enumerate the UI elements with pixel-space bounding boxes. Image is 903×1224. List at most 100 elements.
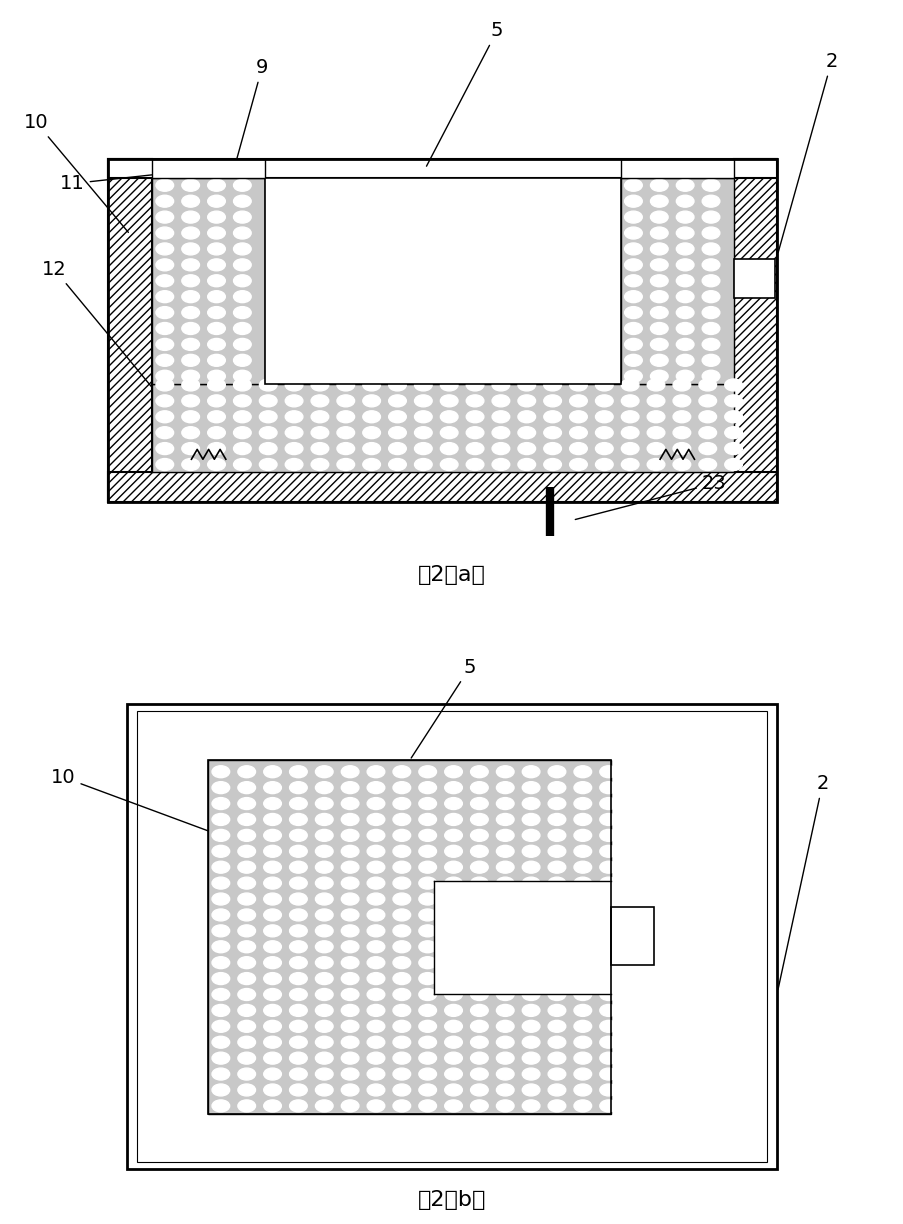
Circle shape xyxy=(315,957,332,968)
Circle shape xyxy=(624,180,641,191)
Circle shape xyxy=(237,814,256,825)
Circle shape xyxy=(182,259,200,271)
Circle shape xyxy=(233,259,251,271)
Circle shape xyxy=(393,973,410,984)
Circle shape xyxy=(491,379,509,390)
Circle shape xyxy=(264,862,281,873)
Bar xyxy=(208,760,610,1114)
Bar xyxy=(152,384,733,472)
Circle shape xyxy=(233,443,251,454)
Text: 5: 5 xyxy=(411,657,476,758)
Circle shape xyxy=(233,427,251,438)
Circle shape xyxy=(418,814,436,825)
Circle shape xyxy=(522,1005,539,1016)
Circle shape xyxy=(393,1037,410,1048)
Circle shape xyxy=(675,355,694,366)
Circle shape xyxy=(418,1021,436,1032)
Circle shape xyxy=(367,1053,385,1064)
Circle shape xyxy=(573,1037,591,1048)
Circle shape xyxy=(698,443,716,454)
Circle shape xyxy=(237,846,256,857)
Circle shape xyxy=(208,371,225,382)
Circle shape xyxy=(367,957,385,968)
Circle shape xyxy=(600,909,617,920)
Circle shape xyxy=(264,798,281,809)
Circle shape xyxy=(315,830,332,841)
Circle shape xyxy=(522,862,539,873)
Circle shape xyxy=(393,878,410,889)
Circle shape xyxy=(264,957,281,968)
Circle shape xyxy=(315,766,332,777)
Circle shape xyxy=(289,1005,307,1016)
Circle shape xyxy=(233,196,251,207)
Circle shape xyxy=(624,228,641,239)
Circle shape xyxy=(650,307,667,318)
Circle shape xyxy=(491,443,509,454)
Circle shape xyxy=(650,244,667,255)
Circle shape xyxy=(393,894,410,905)
Circle shape xyxy=(367,1069,385,1080)
Circle shape xyxy=(522,973,539,984)
Circle shape xyxy=(600,941,617,952)
Circle shape xyxy=(156,427,173,438)
Circle shape xyxy=(393,1084,410,1095)
Circle shape xyxy=(337,443,354,454)
Circle shape xyxy=(233,379,251,390)
Circle shape xyxy=(212,766,229,777)
Circle shape xyxy=(569,427,587,438)
Circle shape xyxy=(491,427,509,438)
Circle shape xyxy=(544,443,561,454)
Circle shape xyxy=(315,1069,332,1080)
Circle shape xyxy=(517,459,535,470)
Circle shape xyxy=(156,371,173,382)
Circle shape xyxy=(418,1053,436,1064)
Circle shape xyxy=(388,379,405,390)
Circle shape xyxy=(418,909,436,920)
Circle shape xyxy=(444,862,461,873)
Bar xyxy=(610,907,653,966)
Circle shape xyxy=(466,379,483,390)
Circle shape xyxy=(547,814,565,825)
Circle shape xyxy=(156,275,173,286)
Circle shape xyxy=(237,830,256,841)
Circle shape xyxy=(289,909,307,920)
Circle shape xyxy=(337,459,354,470)
Circle shape xyxy=(233,395,251,406)
Circle shape xyxy=(647,427,664,438)
Circle shape xyxy=(264,925,281,936)
Circle shape xyxy=(702,212,719,223)
Circle shape xyxy=(444,1084,461,1095)
Circle shape xyxy=(595,411,612,422)
Circle shape xyxy=(212,1069,229,1080)
Circle shape xyxy=(675,323,694,334)
Circle shape xyxy=(233,291,251,302)
Circle shape xyxy=(233,180,251,191)
Circle shape xyxy=(600,1005,617,1016)
Circle shape xyxy=(522,1069,539,1080)
Circle shape xyxy=(675,228,694,239)
Circle shape xyxy=(595,459,612,470)
Circle shape xyxy=(675,259,694,271)
Circle shape xyxy=(208,379,225,390)
Circle shape xyxy=(496,925,514,936)
Circle shape xyxy=(470,862,488,873)
Circle shape xyxy=(573,798,591,809)
Circle shape xyxy=(544,411,561,422)
Circle shape xyxy=(647,459,664,470)
Bar xyxy=(152,179,733,472)
Circle shape xyxy=(341,878,358,889)
Circle shape xyxy=(470,909,488,920)
Circle shape xyxy=(341,766,358,777)
Circle shape xyxy=(233,459,251,470)
Circle shape xyxy=(393,1053,410,1064)
Circle shape xyxy=(470,878,488,889)
Circle shape xyxy=(595,395,612,406)
Circle shape xyxy=(698,459,716,470)
Circle shape xyxy=(289,1037,307,1048)
Circle shape xyxy=(600,1069,617,1080)
Circle shape xyxy=(289,878,307,889)
Bar xyxy=(108,472,777,502)
Circle shape xyxy=(289,1084,307,1095)
Circle shape xyxy=(341,782,358,793)
Circle shape xyxy=(466,443,483,454)
